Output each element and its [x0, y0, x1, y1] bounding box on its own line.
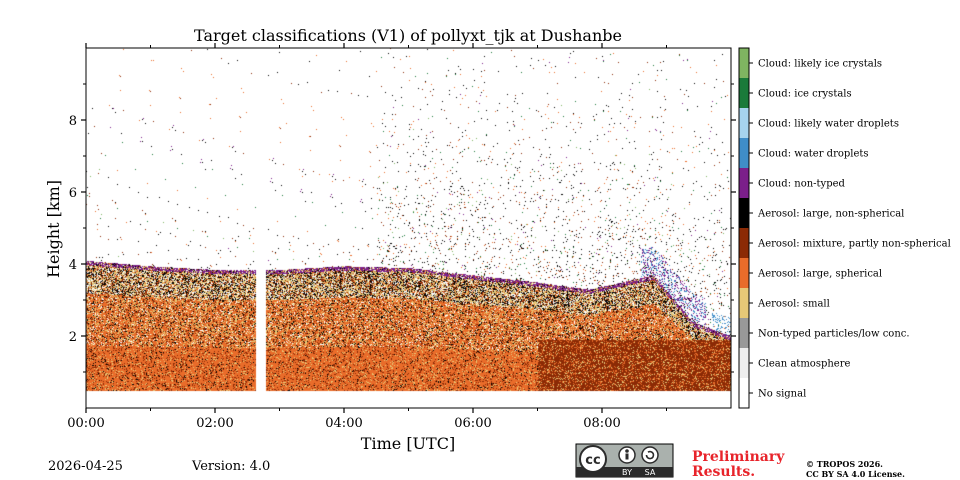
colorbar-label: Cloud: non-typed	[758, 179, 846, 190]
sa-text: SA	[645, 468, 656, 477]
colorbar-swatch	[739, 288, 749, 319]
y-axis: 2 4 6 8	[69, 83, 736, 373]
colorbar-swatch	[739, 318, 749, 349]
by-person-body	[625, 453, 629, 460]
colorbar-label: Cloud: ice crystals	[758, 89, 852, 100]
cc-text: cc	[585, 453, 600, 468]
y-tick-label: 2	[69, 330, 77, 345]
colorbar-frame	[738, 47, 750, 409]
x-tick-label: 06:00	[454, 416, 491, 431]
colorbar-label: Aerosol: large, spherical	[757, 269, 882, 280]
colorbar-label: Cloud: likely ice crystals	[758, 59, 882, 70]
classification-raster	[86, 48, 731, 408]
colorbar: Cloud: likely ice crystals Cloud: ice cry…	[738, 47, 951, 409]
colorbar-label: Aerosol: large, non-spherical	[757, 209, 904, 220]
colorbar-label: Clean atmosphere	[758, 359, 851, 370]
preliminary-line-1: Preliminary	[692, 449, 785, 465]
colorbar-label: Cloud: water droplets	[758, 149, 869, 160]
colorbar-label: Non-typed particles/low conc.	[758, 329, 910, 340]
copyright-line-1: © TROPOS 2026.	[806, 459, 883, 469]
x-tick-label: 00:00	[67, 416, 104, 431]
y-tick-label: 6	[69, 186, 77, 201]
x-tick-label: 02:00	[196, 416, 233, 431]
colorbar-swatch	[739, 78, 749, 109]
preliminary-line-2: Results.	[692, 464, 755, 480]
y-axis-label: Height [km]	[44, 180, 63, 278]
colorbar-label: No signal	[758, 389, 806, 400]
colorbar-label: Aerosol: small	[757, 299, 830, 310]
colorbar-swatch	[739, 378, 749, 409]
y-tick-label: 4	[69, 258, 77, 273]
x-axis: 00:00 02:00 04:00 06:00 08:00	[67, 43, 667, 431]
badge-strip	[576, 467, 673, 477]
cc-by-sa-badge: cc BY SA	[575, 443, 674, 478]
sa-share-icon	[641, 446, 659, 464]
date-label: 2026-04-25	[48, 459, 123, 474]
x-tick-label: 04:00	[325, 416, 362, 431]
copyright-line-2: CC BY SA 4.0 License.	[806, 469, 905, 479]
chart-title: Target classifications (V1) of pollyxt_t…	[194, 26, 622, 45]
x-axis-label: Time [UTC]	[361, 434, 455, 453]
x-tick-label: 08:00	[583, 416, 620, 431]
plot-area	[85, 47, 732, 409]
by-person-head	[625, 449, 629, 453]
colorbar-swatch	[739, 108, 749, 139]
by-text: BY	[622, 468, 632, 477]
colorbar-swatch	[739, 138, 749, 169]
colorbar-label: Cloud: likely water droplets	[758, 119, 899, 130]
colorbar-swatch	[739, 198, 749, 229]
y-tick-label: 8	[69, 114, 77, 129]
colorbar-swatch	[739, 168, 749, 199]
cc-icon	[579, 445, 607, 473]
colorbar-swatch	[739, 348, 749, 379]
colorbar-swatch	[739, 48, 749, 79]
colorbar-label: Aerosol: mixture, partly non-spherical	[757, 239, 951, 250]
sa-arrow-icon	[645, 450, 655, 460]
version-label: Version: 4.0	[191, 459, 270, 474]
colorbar-swatch	[739, 258, 749, 289]
colorbar-swatch	[739, 228, 749, 259]
